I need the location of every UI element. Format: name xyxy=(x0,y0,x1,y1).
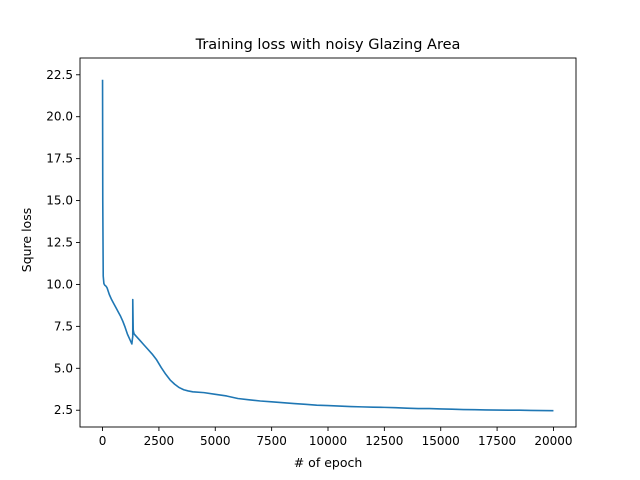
y-tick-label: 10.0 xyxy=(46,277,73,291)
y-tick-label: 2.5 xyxy=(54,403,73,417)
x-tick-label: 10000 xyxy=(309,434,347,448)
chart-title: Training loss with noisy Glazing Area xyxy=(195,37,461,53)
y-tick-label: 17.5 xyxy=(46,152,73,166)
plot-area xyxy=(79,57,577,428)
y-tick-label: 22.5 xyxy=(46,68,73,82)
x-tick-label: 17500 xyxy=(478,434,516,448)
y-tick-label: 7.5 xyxy=(54,319,73,333)
x-tick-label: 7500 xyxy=(256,434,287,448)
y-axis-label: Squre loss xyxy=(19,208,34,272)
y-tick-label: 15.0 xyxy=(46,194,73,208)
y-axis: 2.5 5.0 7.5 10.0 12.5 15.0 17.5 20.0 22.5 xyxy=(46,68,80,417)
x-tick-label: 2500 xyxy=(144,434,175,448)
series-layer xyxy=(101,79,554,412)
plot-border xyxy=(79,57,577,428)
x-axis-label: # of epoch xyxy=(294,455,363,470)
x-tick-label: 20000 xyxy=(534,434,572,448)
x-tick-label: 15000 xyxy=(422,434,460,448)
y-tick-label: 20.0 xyxy=(46,110,73,124)
x-tick-label: 5000 xyxy=(200,434,231,448)
x-tick-label: 12500 xyxy=(365,434,403,448)
series-line-0 xyxy=(101,79,554,412)
y-tick-label: 12.5 xyxy=(46,236,73,250)
y-tick-label: 5.0 xyxy=(54,361,73,375)
x-axis: 0 2500 5000 7500 10000 12500 15000 17500 20000 xyxy=(99,427,573,448)
x-tick-label: 0 xyxy=(99,434,107,448)
